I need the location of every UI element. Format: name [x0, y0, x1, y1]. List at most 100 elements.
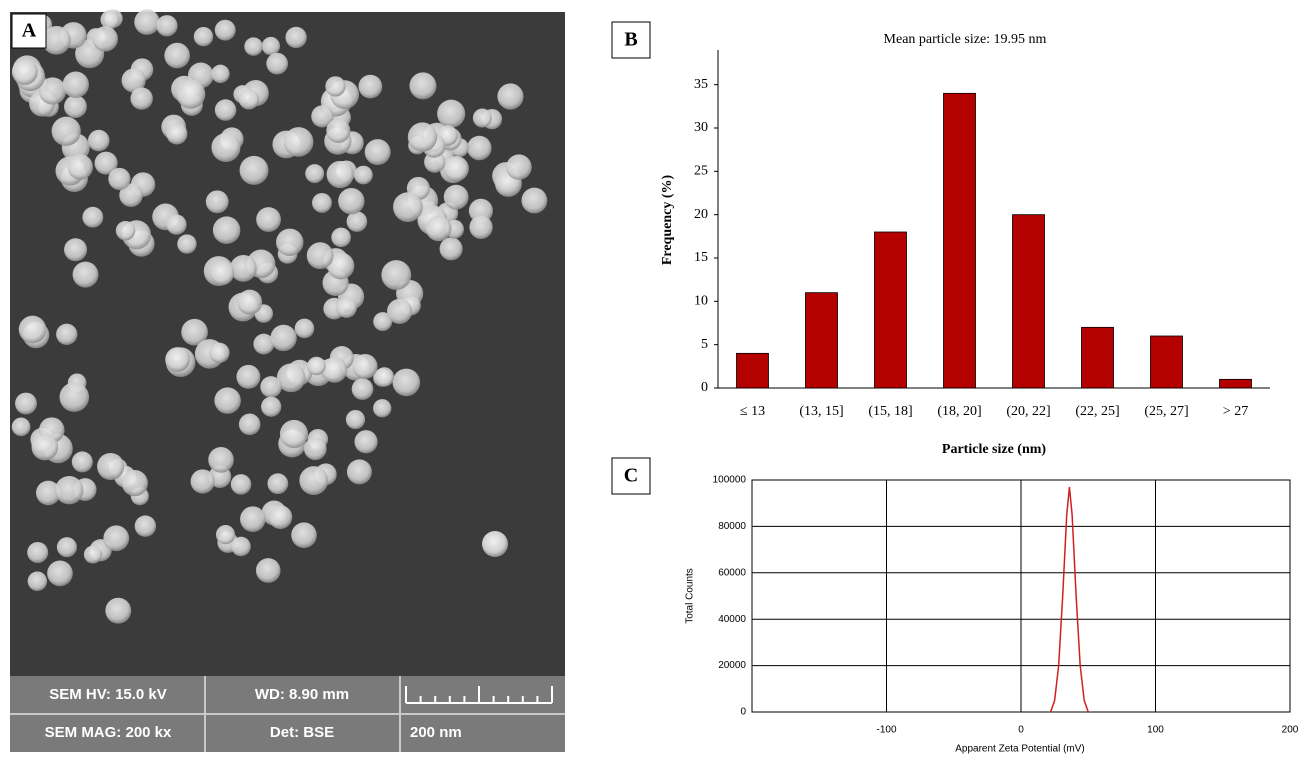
y-tick-label: 100000: [713, 475, 747, 486]
y-tick-label: 35: [694, 77, 708, 92]
particle: [327, 252, 355, 280]
y-axis-label: Frequency (%): [660, 174, 675, 265]
particle: [393, 192, 423, 222]
particle: [338, 187, 365, 215]
x-tick-label: (18, 20]: [937, 404, 981, 419]
particle: [267, 473, 289, 495]
particle: [407, 122, 438, 152]
particle: [392, 368, 421, 397]
particle: [311, 105, 334, 128]
particle: [352, 353, 378, 379]
particle: [176, 79, 206, 109]
sem-info: Det: BSE: [270, 724, 334, 741]
panel-label-box: [611, 21, 651, 59]
y-tick-label: 60000: [718, 567, 746, 578]
particle: [55, 476, 84, 505]
particle: [261, 36, 281, 56]
particle: [64, 238, 88, 262]
particle: [497, 83, 524, 110]
particle: [64, 95, 87, 119]
y-axis-label: Total Counts: [685, 568, 696, 624]
x-tick-label: ≤ 13: [740, 404, 765, 419]
particle: [521, 187, 548, 214]
particle: [253, 333, 275, 355]
bar: [736, 352, 769, 389]
particle: [100, 10, 120, 30]
x-tick-label: > 27: [1223, 404, 1248, 419]
particle: [283, 127, 314, 157]
particle: [229, 254, 257, 282]
particle: [321, 357, 348, 383]
particle: [105, 597, 132, 624]
x-tick-label: (15, 18]: [868, 404, 912, 419]
particle: [177, 234, 197, 254]
particle: [92, 26, 118, 52]
particle: [214, 19, 236, 41]
particle: [373, 312, 393, 332]
particle: [215, 525, 236, 545]
x-tick-label: 0: [1018, 725, 1024, 736]
particle: [346, 211, 368, 232]
particle: [294, 318, 315, 339]
particle: [214, 387, 241, 414]
x-axis-label: Apparent Zeta Potential (mV): [955, 744, 1085, 755]
particle: [209, 342, 230, 363]
y-tick-label: 40000: [718, 614, 746, 625]
particle: [260, 376, 282, 398]
particle: [56, 323, 78, 345]
particle: [425, 215, 452, 242]
particle: [303, 437, 327, 461]
particle: [276, 363, 306, 393]
particle: [231, 536, 251, 557]
bar: [805, 292, 838, 389]
particle: [212, 216, 241, 244]
data-line: [1049, 486, 1089, 713]
particle: [190, 469, 215, 494]
particle: [59, 382, 90, 412]
particle: [268, 505, 293, 529]
sem-info: 200 nm: [410, 724, 462, 741]
particle: [103, 525, 130, 552]
particle: [42, 25, 71, 55]
x-tick-label: (25, 27]: [1144, 404, 1188, 419]
particle: [72, 261, 99, 288]
particle: [276, 228, 304, 257]
particle: [156, 15, 178, 37]
particle: [299, 466, 329, 495]
panel-label: B: [624, 29, 637, 51]
particle: [130, 87, 153, 110]
particle: [326, 160, 354, 189]
sem-info: SEM HV: 15.0 kV: [49, 686, 167, 703]
particle: [244, 37, 263, 56]
particle: [270, 324, 297, 352]
particle: [285, 26, 307, 49]
particle: [439, 237, 463, 261]
particle: [94, 151, 118, 175]
particle: [236, 364, 261, 389]
particle: [238, 413, 261, 436]
particle: [27, 571, 48, 592]
particle: [306, 242, 334, 270]
particle: [166, 123, 188, 145]
particle: [121, 470, 148, 497]
bar: [1012, 214, 1045, 389]
bar: [1150, 335, 1183, 389]
particle: [443, 184, 469, 210]
bar: [874, 231, 907, 389]
particle: [87, 129, 110, 152]
panel-label: C: [624, 465, 638, 487]
particle: [11, 417, 31, 437]
particle: [373, 399, 392, 418]
particle: [266, 52, 288, 75]
particle: [443, 156, 469, 182]
y-tick-label: 10: [694, 294, 708, 309]
particle: [165, 347, 190, 372]
particle: [56, 537, 77, 558]
x-tick-label: (13, 15]: [799, 404, 843, 419]
particle: [119, 183, 143, 207]
particle: [211, 132, 241, 163]
particle: [82, 206, 104, 228]
particle: [83, 545, 102, 564]
panel-label-box: [11, 13, 47, 49]
